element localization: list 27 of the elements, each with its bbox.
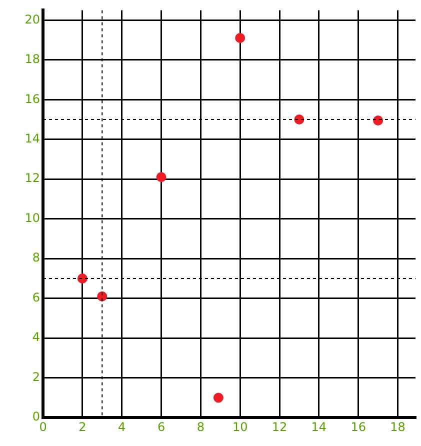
x-tick-label: 8	[196, 420, 204, 434]
y-tick-label: 0	[32, 410, 40, 424]
x-tick-label: 18	[390, 420, 406, 434]
point	[77, 273, 88, 284]
y-tick-label: 14	[24, 132, 40, 146]
x-tick-label: 14	[311, 420, 327, 434]
point	[97, 291, 108, 302]
x-tick-label: 12	[272, 420, 288, 434]
y-tick-label: 18	[24, 52, 40, 66]
x-tick-label: 6	[157, 420, 166, 434]
point	[213, 392, 224, 403]
point	[294, 114, 304, 125]
y-tick-label: 10	[24, 210, 40, 225]
x-tick-label: 10	[232, 420, 248, 434]
y-tick-label: 8	[32, 250, 40, 265]
x-tick-label: 2	[78, 420, 86, 434]
point	[373, 115, 384, 126]
x-tick-label: 4	[118, 420, 126, 434]
y-tick-label: 6	[32, 290, 40, 304]
point	[235, 33, 246, 44]
point	[156, 172, 166, 182]
y-tick-label: 2	[32, 370, 40, 384]
x-tick-label: 16	[350, 420, 366, 434]
y-tick-label: 16	[24, 92, 40, 106]
y-tick-label: 4	[32, 330, 40, 344]
y-tick-label: 20	[24, 12, 40, 26]
y-tick-label: 12	[24, 171, 40, 186]
